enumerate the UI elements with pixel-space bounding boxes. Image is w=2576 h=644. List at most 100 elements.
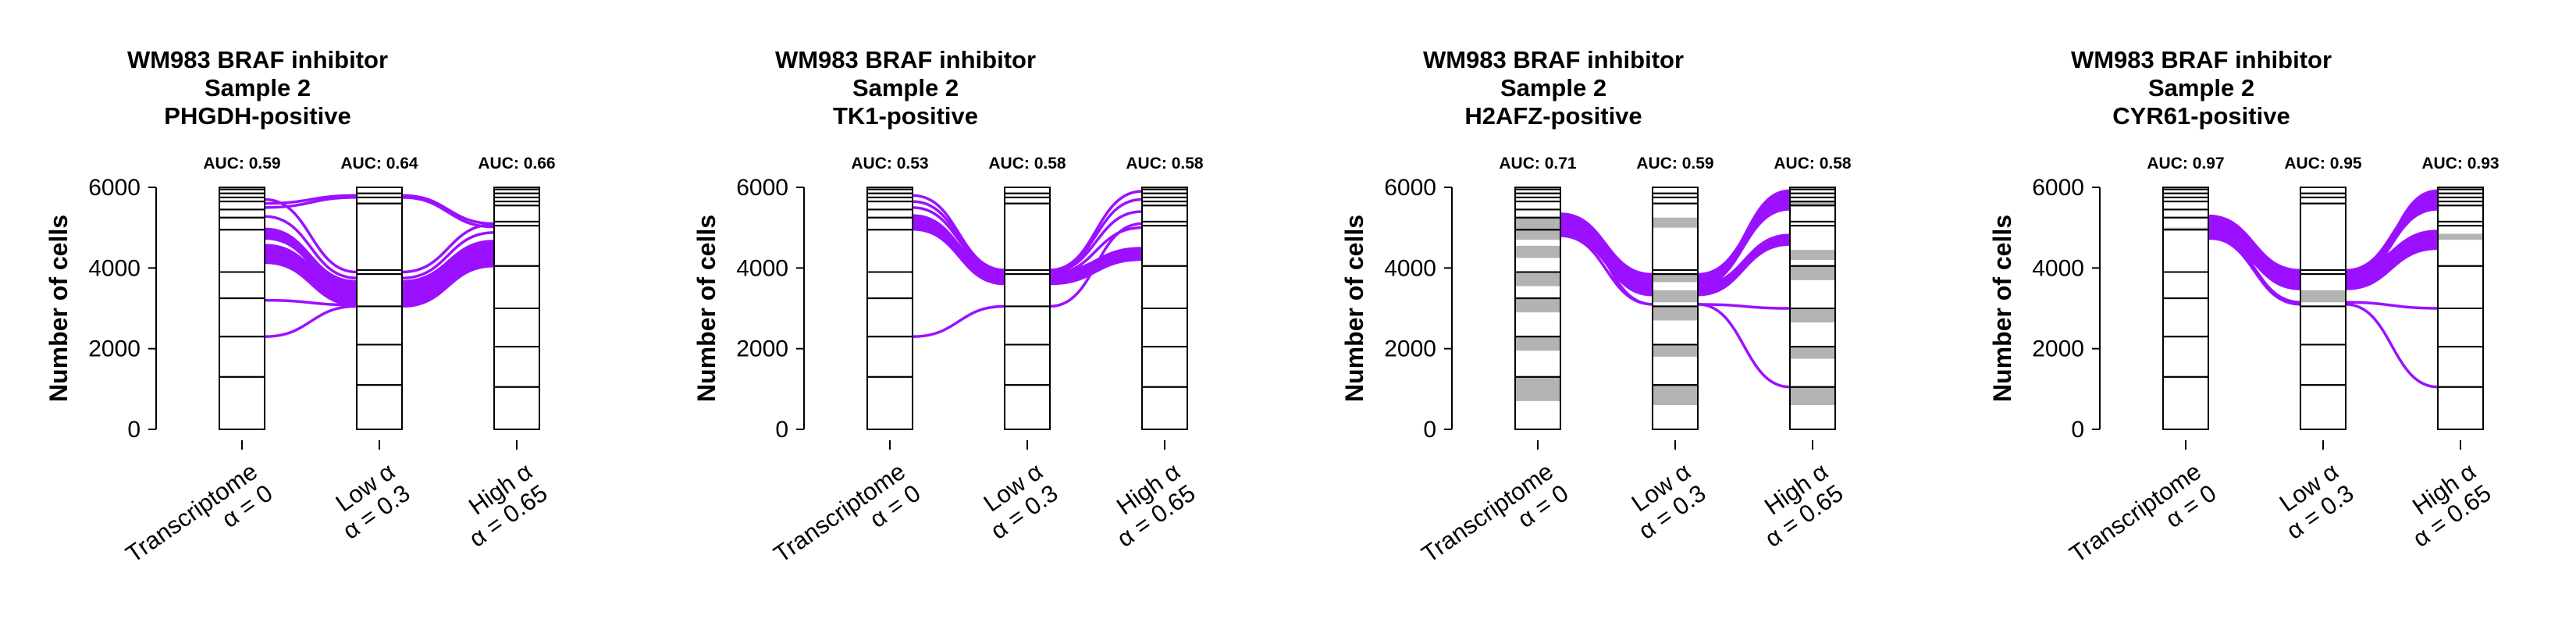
y-tick-label: 4000 (88, 255, 141, 281)
flow-band (1560, 189, 1790, 286)
auc-label: AUC: 0.71 (1499, 155, 1577, 173)
axis-stack-background (2163, 187, 2208, 429)
stratum (1789, 187, 1836, 190)
y-tick-label: 6000 (88, 175, 141, 201)
x-category-label: Low αα = 0.3 (331, 457, 415, 545)
auc-label: AUC: 0.95 (2284, 155, 2362, 173)
axis-stack-background (357, 187, 402, 429)
y-axis-title: Number of cells (1340, 215, 1368, 402)
x-category-label: High αα = 0.65 (464, 457, 553, 553)
highlight-stratum (1515, 272, 1560, 286)
stratum (2300, 187, 2347, 194)
highlight-stratum (1653, 290, 1698, 303)
y-axis-title: Number of cells (44, 215, 73, 402)
flow-line (912, 214, 1143, 276)
flow-band (1560, 223, 1790, 297)
axis-stack (2300, 187, 2347, 430)
flow-band (913, 216, 1142, 286)
axis-stack (356, 187, 403, 430)
chart-title-line: Sample 2 (852, 74, 959, 101)
y-axis-title: Number of cells (692, 215, 720, 402)
axis-stack (2437, 187, 2484, 430)
highlight-stratum (1653, 217, 1698, 228)
auc-label: AUC: 0.66 (478, 155, 555, 173)
highlight-stratum (1653, 344, 1698, 357)
axis-stack-background (1005, 187, 1050, 429)
highlight-stratum (1653, 385, 1698, 405)
y-tick-label: 4000 (2032, 255, 2084, 281)
flow-band (265, 244, 494, 307)
chart-title-line: WM983 BRAF inhibitor (2071, 46, 2332, 73)
highlight-stratum (1515, 298, 1560, 313)
chart-title-line: Sample 2 (1500, 74, 1606, 101)
y-tick-label: 4000 (1384, 255, 1436, 281)
chart-title-line: TK1-positive (833, 102, 978, 130)
flow-band (2208, 189, 2438, 289)
auc-label: AUC: 0.58 (1774, 155, 1852, 173)
y-axis-title: Number of cells (1988, 215, 2016, 402)
y-tick-label: 2000 (88, 336, 141, 362)
auc-label: AUC: 0.93 (2421, 155, 2499, 173)
auc-label: AUC: 0.97 (2147, 155, 2224, 173)
highlight-stratum (1515, 336, 1560, 351)
axis-stack (1789, 187, 1836, 430)
stratum (1004, 187, 1051, 194)
highlight-stratum (1790, 347, 1835, 359)
stratum (1514, 187, 1561, 190)
flow-line (264, 215, 495, 279)
y-tick-label: 6000 (2032, 175, 2084, 201)
chart-title-line: Sample 2 (2148, 74, 2254, 101)
axis-stack-background (2300, 187, 2346, 429)
auc-label: AUC: 0.58 (988, 155, 1066, 173)
highlight-stratum (1515, 245, 1560, 258)
flow-band (265, 227, 494, 293)
auc-label: AUC: 0.59 (1636, 155, 1713, 173)
x-category-label: Low αα = 0.3 (2275, 457, 2359, 545)
axis-stack (1514, 187, 1561, 431)
axis-stack (866, 187, 913, 431)
flow-group (912, 190, 1143, 338)
chart-title-line: CYR61-positive (2112, 102, 2290, 130)
axis-stack-background (219, 187, 265, 429)
y-tick-label: 4000 (736, 255, 788, 281)
x-category-label: Low αα = 0.3 (1627, 457, 1711, 545)
highlight-stratum (1653, 306, 1698, 321)
axis-stack-background (867, 187, 913, 429)
x-category-label: High αα = 0.65 (1759, 457, 1848, 553)
x-category-label: Low αα = 0.3 (979, 457, 1063, 545)
stratum (493, 187, 540, 190)
flow-group (1560, 189, 1791, 389)
axis-stack (493, 187, 540, 430)
stratum (1652, 187, 1699, 194)
chart-title-line: WM983 BRAF inhibitor (1423, 46, 1684, 73)
axis-stack (2162, 187, 2209, 431)
chart-title-line: WM983 BRAF inhibitor (127, 46, 388, 73)
flow-line (264, 197, 495, 274)
auc-label: AUC: 0.64 (340, 155, 418, 173)
axis-stack (219, 187, 265, 431)
y-tick-label: 0 (775, 417, 788, 443)
flow-line (912, 190, 1143, 272)
flow-group (2208, 189, 2439, 389)
highlight-stratum (1515, 217, 1560, 240)
highlight-stratum (1515, 376, 1560, 401)
x-category-label: High αα = 0.65 (1112, 457, 1201, 553)
stratum (2437, 187, 2484, 190)
stratum (2162, 187, 2209, 190)
flow-group (264, 194, 495, 338)
auc-label: AUC: 0.59 (203, 155, 280, 173)
y-tick-label: 6000 (736, 175, 788, 201)
highlight-stratum (1790, 201, 1835, 206)
chart-title-line: PHGDH-positive (164, 102, 350, 130)
axis-stack (1141, 187, 1188, 430)
flow-line (2208, 236, 2439, 389)
highlight-stratum (2438, 233, 2483, 240)
highlight-stratum (1790, 386, 1835, 405)
